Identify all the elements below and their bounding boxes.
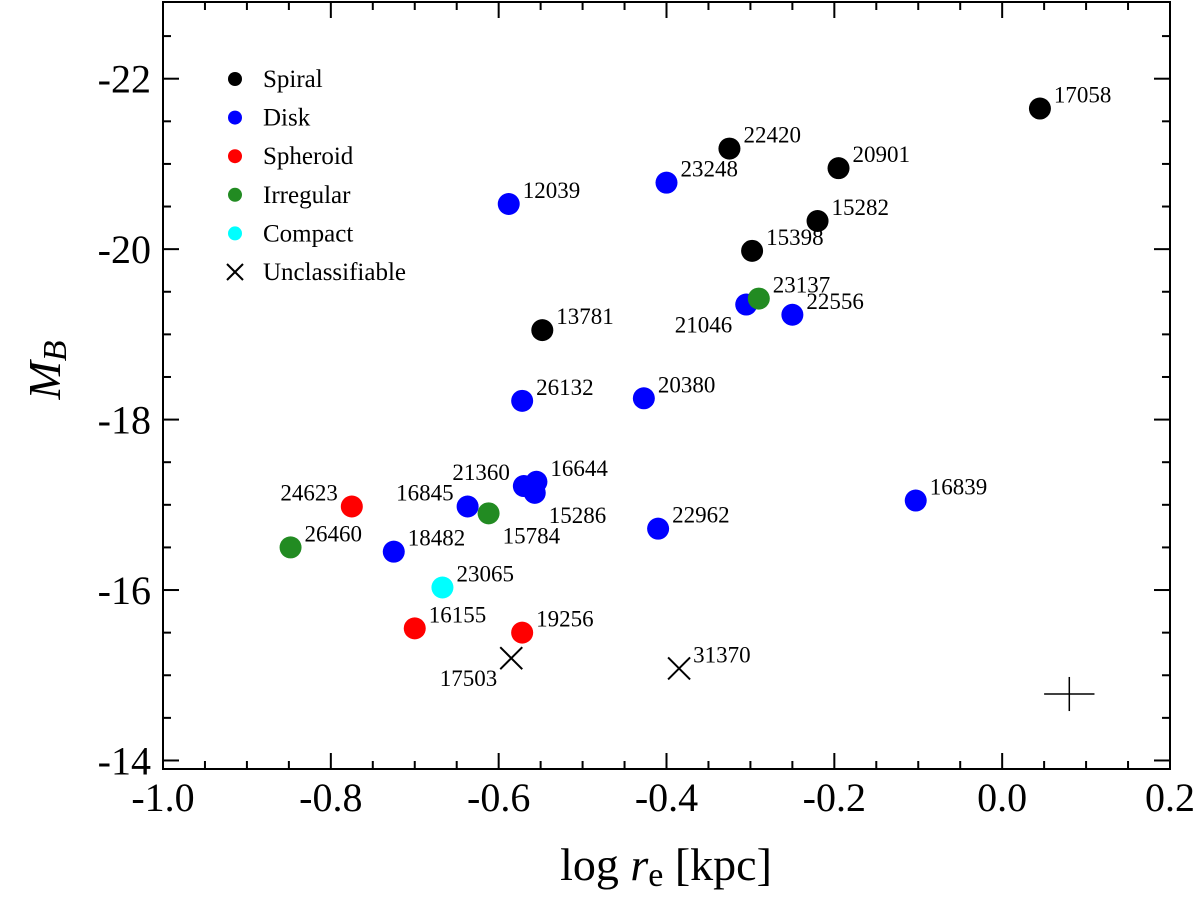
- point-label: 15398: [766, 225, 824, 250]
- x-tick-label: -0.8: [299, 775, 362, 820]
- point-label: 16155: [429, 602, 487, 627]
- point-labels: 17058 22420 20901 15282 15398 13781 23248 12039…: [280, 83, 1111, 692]
- legend-entry: Spheroid: [228, 143, 354, 170]
- legend-entry: Compact: [228, 220, 353, 247]
- y-tick-label: -16: [98, 568, 151, 613]
- x-tick-label: 0.2: [1145, 775, 1195, 820]
- legend-label: Compact: [263, 220, 353, 247]
- legend-marker: [226, 263, 244, 281]
- point-label: 31370: [693, 642, 751, 667]
- legend-entry: Unclassifiable: [226, 259, 406, 286]
- data-point: [511, 389, 534, 412]
- point-label: 17058: [1054, 83, 1112, 108]
- tick-labels: -1.0 -0.8 -0.6 -0.4 -0.2 0.0 0.2 -14 -16 -18 -20 -2…: [98, 57, 1195, 820]
- legend-label: Spiral: [263, 66, 323, 93]
- legend-label: Irregular: [263, 182, 351, 209]
- y-tick-label: -22: [98, 57, 151, 102]
- data-point: [403, 617, 426, 640]
- legend: Spiral Disk Spheroid Irregular Compact Unclas…: [226, 66, 406, 286]
- data-point: [340, 495, 363, 518]
- point-label: 12039: [523, 178, 581, 203]
- legend-entry: Disk: [228, 105, 311, 132]
- data-point: [1028, 97, 1051, 120]
- legend-marker: [228, 110, 242, 125]
- y-tick-label: -18: [98, 398, 151, 443]
- x-tick-label: 0.0: [977, 775, 1027, 820]
- x-tick-label: -0.6: [467, 775, 530, 820]
- point-label: 16839: [930, 475, 988, 500]
- data-point: [781, 303, 804, 326]
- error-bar: [1044, 676, 1095, 712]
- data-point: [477, 502, 500, 525]
- point-label: 15286: [549, 503, 607, 528]
- data-point: [632, 387, 655, 410]
- data-point: [747, 287, 770, 310]
- point-label: 23137: [773, 273, 831, 298]
- point-label: 15282: [832, 195, 890, 220]
- data-point: [741, 239, 764, 262]
- point-label: 16644: [550, 456, 608, 481]
- legend-marker: [228, 149, 242, 164]
- y-tick-label: -14: [98, 738, 151, 783]
- data-point: [655, 171, 678, 194]
- data-point: [431, 576, 454, 599]
- axis-ticks: [162, 2, 1171, 769]
- point-label: 21360: [452, 460, 510, 485]
- data-point-x-marker: [499, 646, 523, 670]
- data-point: [497, 192, 520, 215]
- x-tick-label: -0.2: [803, 775, 866, 820]
- data-point: [904, 489, 927, 512]
- x-axis-title: log re [kpc]: [560, 839, 772, 894]
- data-point: [718, 137, 741, 160]
- point-label: 22420: [743, 123, 801, 148]
- point-label: 20380: [658, 372, 716, 397]
- data-point: [531, 319, 554, 342]
- point-label: 26132: [536, 375, 594, 400]
- point-label: 22556: [806, 289, 864, 314]
- x-tick-label: -0.4: [635, 775, 698, 820]
- legend-label: Spheroid: [263, 143, 354, 170]
- data-point: [827, 157, 850, 180]
- data-point-x-marker: [667, 656, 691, 681]
- point-label: 24623: [280, 481, 338, 506]
- y-tick-label: -20: [98, 227, 151, 272]
- legend-marker: [228, 187, 242, 202]
- legend-entry: Irregular: [228, 182, 351, 209]
- point-label: 17503: [440, 666, 498, 691]
- point-label: 16845: [396, 481, 454, 506]
- data-point: [279, 536, 302, 559]
- point-label: 23065: [456, 561, 514, 586]
- x-tick-label: -1.0: [131, 775, 194, 820]
- legend-entry: Spiral: [228, 66, 323, 93]
- point-label: 13781: [556, 304, 614, 329]
- data-point: [523, 481, 546, 504]
- data-point: [511, 621, 534, 644]
- legend-label: Unclassifiable: [263, 259, 406, 286]
- legend-marker: [228, 72, 242, 86]
- data-points: [279, 97, 1051, 681]
- data-point: [647, 517, 670, 540]
- point-label: 21046: [675, 313, 733, 338]
- point-label: 22962: [672, 503, 730, 528]
- point-label: 15784: [503, 523, 561, 548]
- legend-marker: [228, 226, 242, 241]
- data-point: [382, 540, 405, 563]
- point-label: 19256: [536, 607, 594, 632]
- legend-label: Disk: [263, 105, 311, 132]
- point-label: 20901: [853, 142, 911, 167]
- data-point: [456, 495, 479, 518]
- point-label: 23248: [681, 157, 739, 182]
- point-label: 26460: [305, 521, 363, 546]
- data-point: [806, 210, 829, 233]
- y-axis-title: MB: [19, 340, 74, 400]
- point-label: 18482: [408, 526, 466, 551]
